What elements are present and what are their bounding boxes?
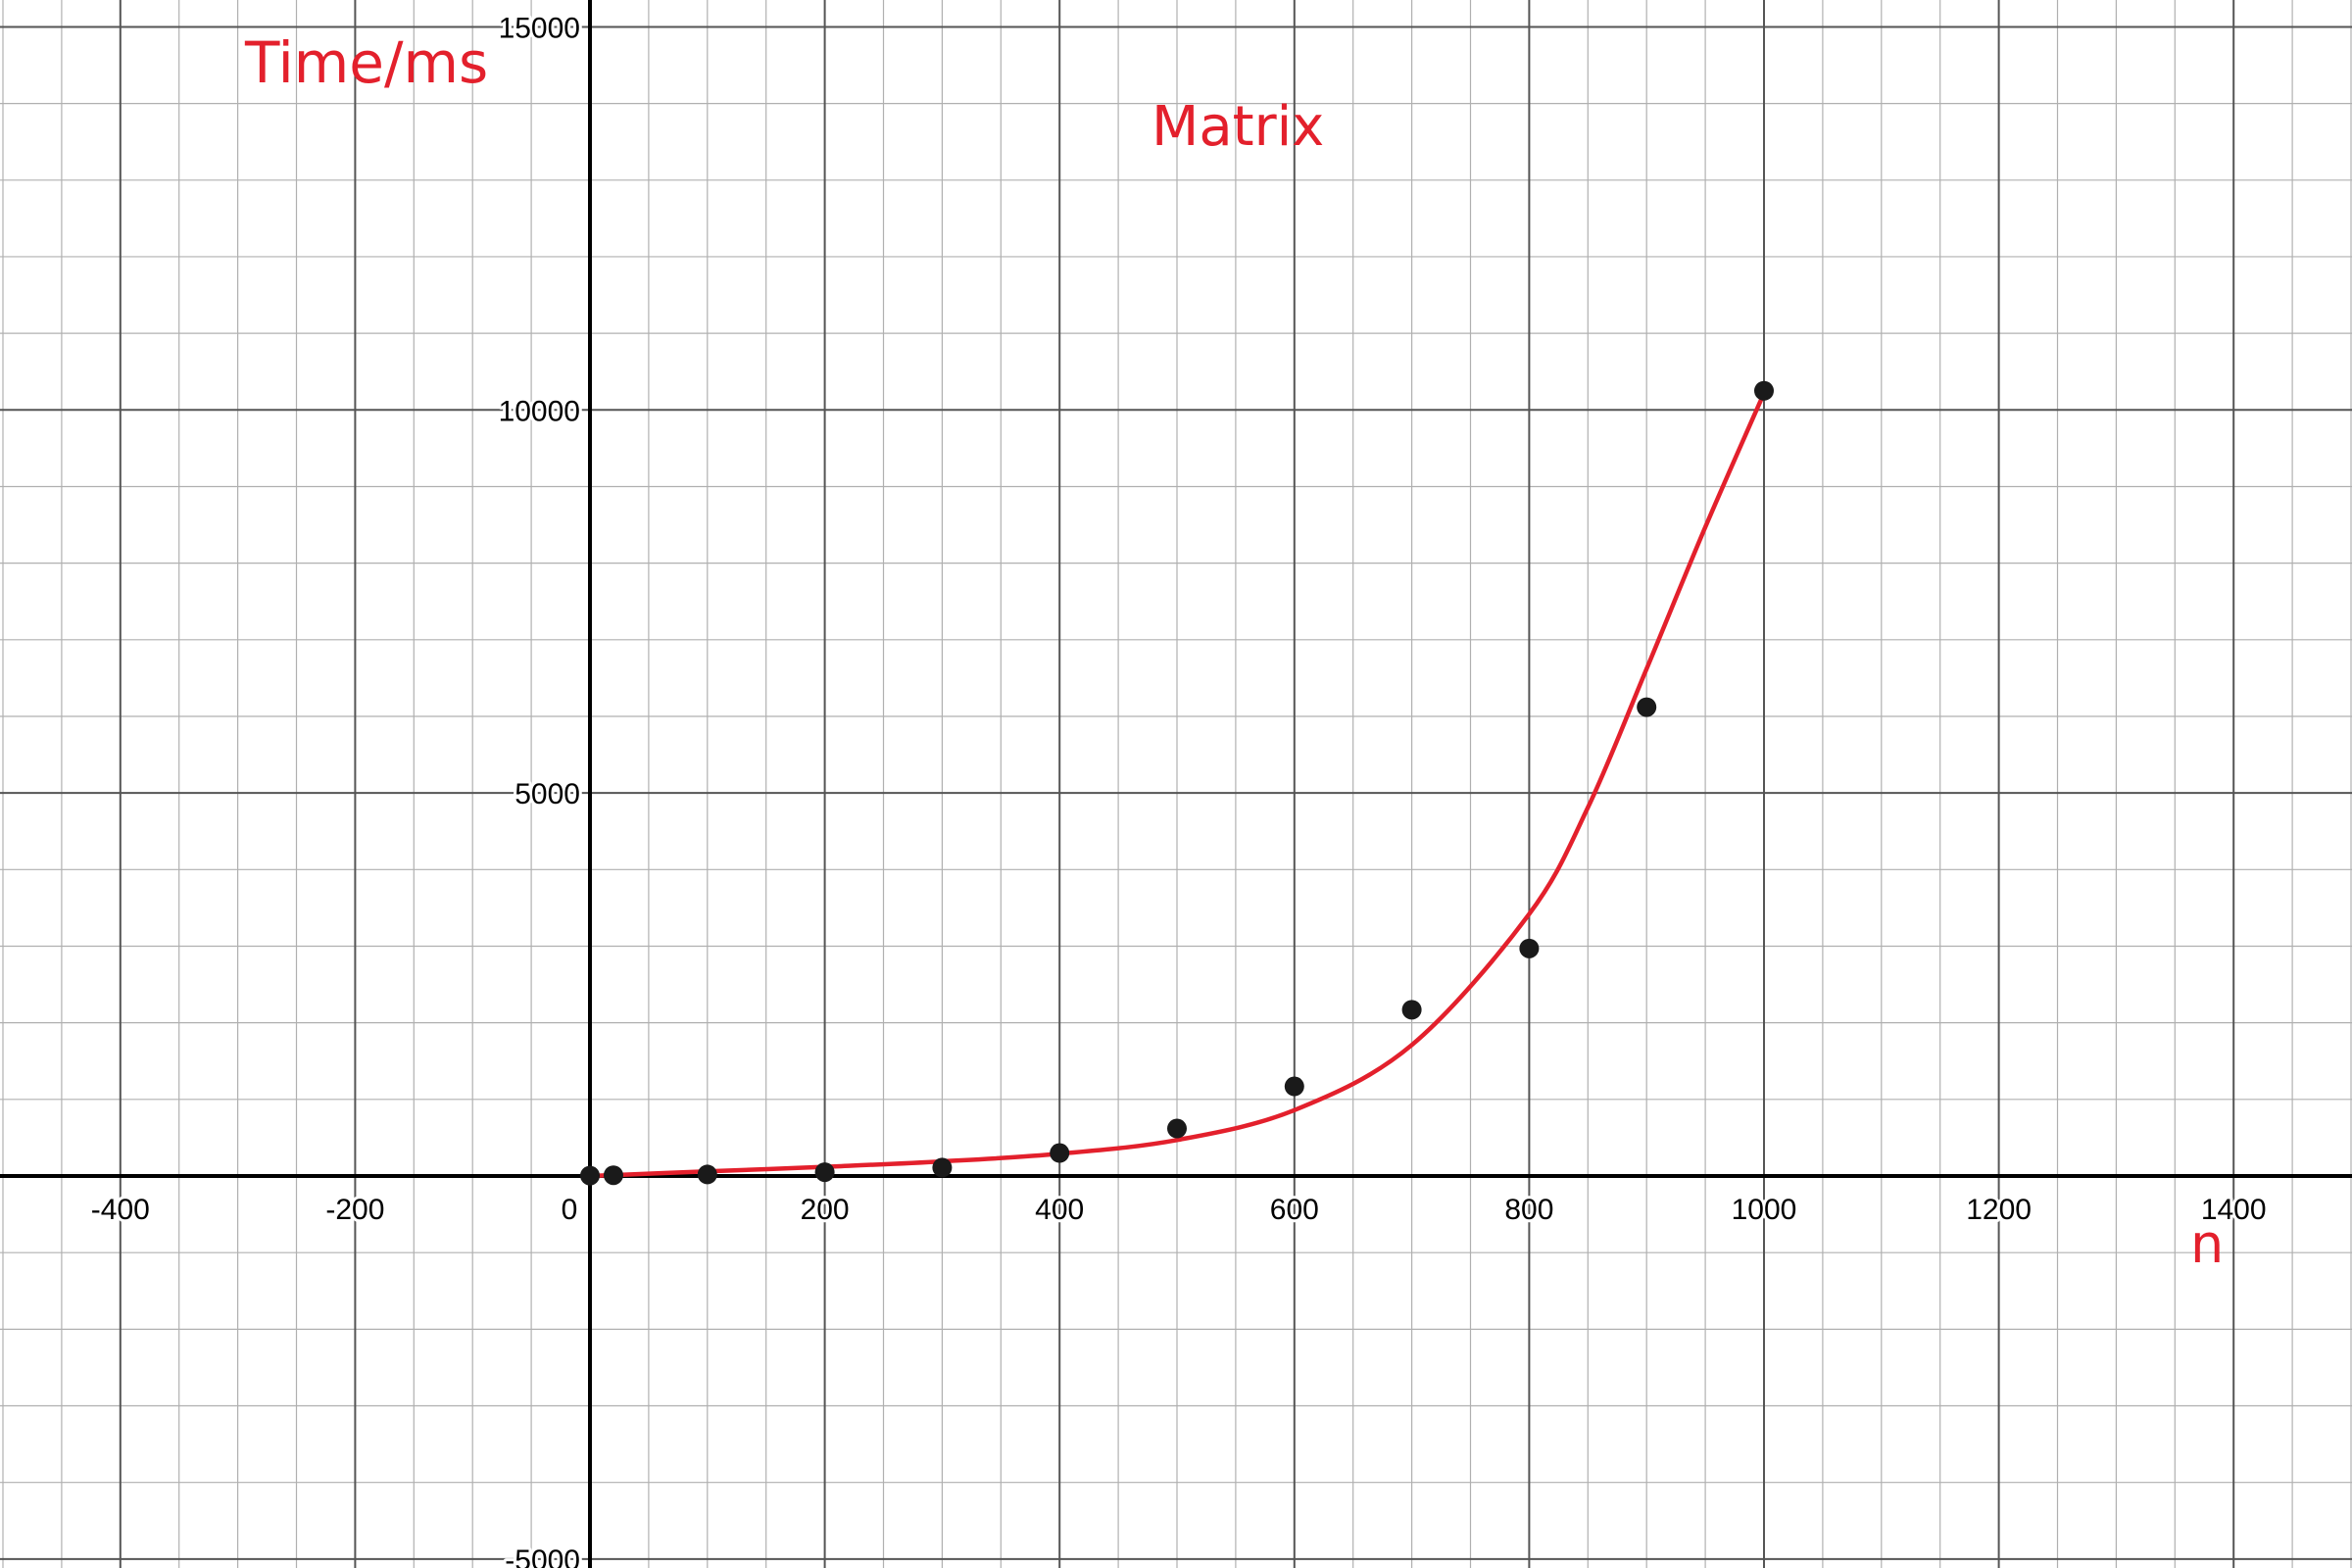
data-point <box>814 1162 835 1183</box>
y-tick-label: 10000 <box>499 395 580 427</box>
data-point <box>697 1164 717 1185</box>
y-tick-label: 15000 <box>499 12 580 44</box>
data-series <box>580 380 1774 1186</box>
y-tick-label: -5000 <box>505 1544 580 1568</box>
x-tick-label: 1400 <box>2201 1194 2267 1226</box>
x-tick-label: 1000 <box>1732 1194 1797 1226</box>
data-point <box>1284 1076 1304 1097</box>
tick-labels: -400 -200 0 200 400 600 800 1000 1200 1400 15000 10… <box>88 9 2270 1568</box>
x-tick-label: 1200 <box>1966 1194 2032 1226</box>
x-tick-label: 400 <box>1035 1194 1084 1226</box>
data-point <box>932 1157 953 1178</box>
fit-curve <box>587 390 1767 1179</box>
x-axis-label: n <box>2190 1213 2224 1275</box>
y-tick-label: 5000 <box>514 778 580 810</box>
data-point <box>1754 380 1774 401</box>
data-point <box>1050 1143 1070 1163</box>
y-axis-label: Time/ms <box>244 29 488 96</box>
x-tick-label: 0 <box>562 1194 578 1226</box>
x-tick-label: 600 <box>1270 1194 1319 1226</box>
x-tick-label: -200 <box>325 1194 384 1226</box>
x-tick-label: 200 <box>801 1194 850 1226</box>
x-tick-label: -400 <box>91 1194 150 1226</box>
data-point <box>580 1165 600 1186</box>
data-point <box>1519 938 1540 958</box>
x-tick-label: 800 <box>1504 1194 1553 1226</box>
data-point <box>1167 1118 1187 1139</box>
data-point <box>1637 697 1657 717</box>
data-point <box>603 1165 623 1186</box>
chart-title: Matrix <box>1152 95 1324 159</box>
data-point <box>1401 1000 1422 1020</box>
